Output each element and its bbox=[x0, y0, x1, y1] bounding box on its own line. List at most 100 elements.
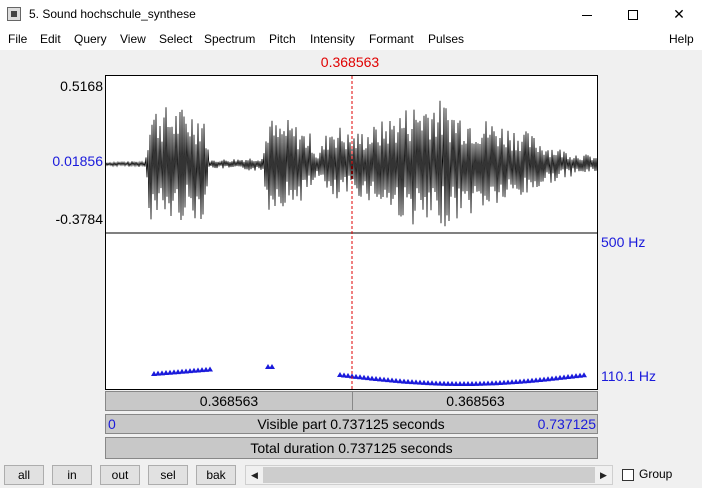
pitch-point bbox=[421, 379, 427, 385]
sound-canvas[interactable] bbox=[106, 76, 597, 389]
close-button[interactable]: ✕ bbox=[656, 0, 702, 28]
scroll-thumb[interactable] bbox=[263, 467, 595, 483]
pitch-point bbox=[513, 379, 519, 385]
pitch-point bbox=[269, 364, 275, 369]
visible-part-row[interactable]: 0 Visible part 0.737125 seconds 0.737125 bbox=[105, 414, 598, 434]
pitch-point bbox=[453, 380, 459, 386]
pitch-point bbox=[373, 375, 379, 381]
pitch-point bbox=[425, 380, 431, 386]
pitch-point bbox=[581, 372, 587, 378]
pitch-point bbox=[489, 380, 495, 386]
praat-app-icon bbox=[7, 7, 21, 21]
menu-edit[interactable]: Edit bbox=[40, 32, 61, 46]
menu-pitch[interactable]: Pitch bbox=[269, 32, 296, 46]
pitch-point bbox=[417, 379, 423, 385]
menu-intensity[interactable]: Intensity bbox=[310, 32, 355, 46]
pitch-point bbox=[179, 368, 185, 374]
pitch-point bbox=[493, 380, 499, 386]
pitch-point bbox=[357, 374, 363, 380]
menu-help[interactable]: Help bbox=[669, 32, 694, 46]
pitch-point bbox=[437, 380, 443, 386]
pitch-point bbox=[441, 380, 447, 386]
pitch-point bbox=[199, 367, 205, 373]
pitch-point bbox=[353, 373, 359, 379]
menu-spectrum[interactable]: Spectrum bbox=[204, 32, 256, 46]
pitch-point bbox=[341, 372, 347, 378]
bottom-toolbar: all in out sel bak ◀ ▶ bbox=[0, 460, 702, 488]
pitch-point bbox=[349, 373, 355, 379]
pitch-point bbox=[469, 380, 475, 386]
pitch-point bbox=[151, 371, 157, 376]
menu-pulses[interactable]: Pulses bbox=[428, 32, 465, 46]
pitch-point bbox=[481, 380, 487, 386]
left-segment-time[interactable]: 0.368563 bbox=[199, 393, 259, 409]
pitch-point bbox=[533, 377, 539, 383]
pitch-point bbox=[361, 374, 367, 380]
visible-start-time: 0 bbox=[108, 416, 116, 432]
pitch-point bbox=[545, 376, 551, 382]
zoom-sel-button[interactable]: sel bbox=[148, 465, 188, 485]
pitch-point bbox=[449, 380, 455, 386]
pitch-point bbox=[385, 377, 391, 383]
horizontal-scrollbar[interactable]: ◀ ▶ bbox=[245, 465, 613, 485]
sound-panel[interactable] bbox=[105, 75, 598, 390]
pitch-point bbox=[541, 376, 547, 382]
pitch-point bbox=[521, 378, 527, 384]
maximize-icon bbox=[628, 10, 638, 21]
right-segment-time[interactable]: 0.368563 bbox=[446, 393, 505, 409]
window-title: 5. Sound hochschule_synthese bbox=[29, 7, 196, 21]
pitch-point bbox=[381, 376, 387, 382]
maximize-button[interactable] bbox=[610, 0, 656, 28]
pitch-point bbox=[537, 376, 543, 382]
pitch-point bbox=[369, 375, 375, 381]
cursor-time-label: 0.368563 bbox=[320, 54, 380, 70]
pitch-point bbox=[405, 378, 411, 384]
pitch-point bbox=[389, 377, 395, 383]
pitch-point bbox=[345, 372, 351, 378]
pitch-point bbox=[445, 380, 451, 386]
pitch-point bbox=[457, 380, 463, 386]
scroll-left-icon[interactable]: ◀ bbox=[251, 470, 258, 480]
pitch-point bbox=[377, 376, 383, 382]
visible-end-time: 0.737125 bbox=[537, 416, 596, 432]
menu-query[interactable]: Query bbox=[74, 32, 107, 46]
pitch-point bbox=[465, 380, 471, 386]
pitch-point bbox=[183, 368, 189, 374]
pitch-point bbox=[191, 367, 197, 373]
pitch-point bbox=[155, 370, 161, 376]
pitch-point bbox=[167, 369, 173, 375]
zoom-back-button[interactable]: bak bbox=[196, 465, 236, 485]
pitch-point bbox=[203, 366, 209, 372]
pitch-point bbox=[477, 380, 483, 386]
total-duration-row[interactable]: Total duration 0.737125 seconds bbox=[105, 437, 598, 459]
zoom-out-button[interactable]: out bbox=[100, 465, 140, 485]
menu-view[interactable]: View bbox=[120, 32, 146, 46]
pitch-point bbox=[265, 364, 271, 369]
pitch-point bbox=[365, 375, 371, 381]
pitch-point bbox=[409, 379, 415, 385]
segment-divider bbox=[352, 392, 353, 410]
menu-select[interactable]: Select bbox=[159, 32, 193, 46]
total-duration-label: Total duration 0.737125 seconds bbox=[250, 440, 453, 456]
scroll-right-icon[interactable]: ▶ bbox=[600, 470, 607, 480]
pitch-point bbox=[207, 366, 213, 372]
menu-formant[interactable]: Formant bbox=[369, 32, 414, 46]
title-bar: 5. Sound hochschule_synthese ✕ bbox=[0, 0, 702, 28]
selection-row[interactable]: 0.368563 0.368563 bbox=[105, 391, 598, 411]
pitch-point bbox=[163, 370, 169, 376]
pitch-point bbox=[337, 372, 343, 377]
zoom-in-button[interactable]: in bbox=[52, 465, 92, 485]
pitch-point bbox=[473, 380, 479, 386]
wave-max-label: 0.5168 bbox=[60, 78, 103, 94]
pitch-point bbox=[433, 380, 439, 386]
pitch-point bbox=[517, 378, 523, 384]
pitch-contour bbox=[151, 364, 587, 386]
menu-file[interactable]: File bbox=[8, 32, 28, 46]
pitch-point bbox=[505, 379, 511, 385]
pitch-point bbox=[159, 370, 165, 376]
menu-bar: File Edit Query View Select Spectrum Pit… bbox=[0, 28, 702, 50]
pitch-point bbox=[401, 378, 407, 384]
minimize-button[interactable] bbox=[564, 0, 610, 28]
group-checkbox[interactable] bbox=[622, 469, 634, 481]
zoom-all-button[interactable]: all bbox=[4, 465, 44, 485]
